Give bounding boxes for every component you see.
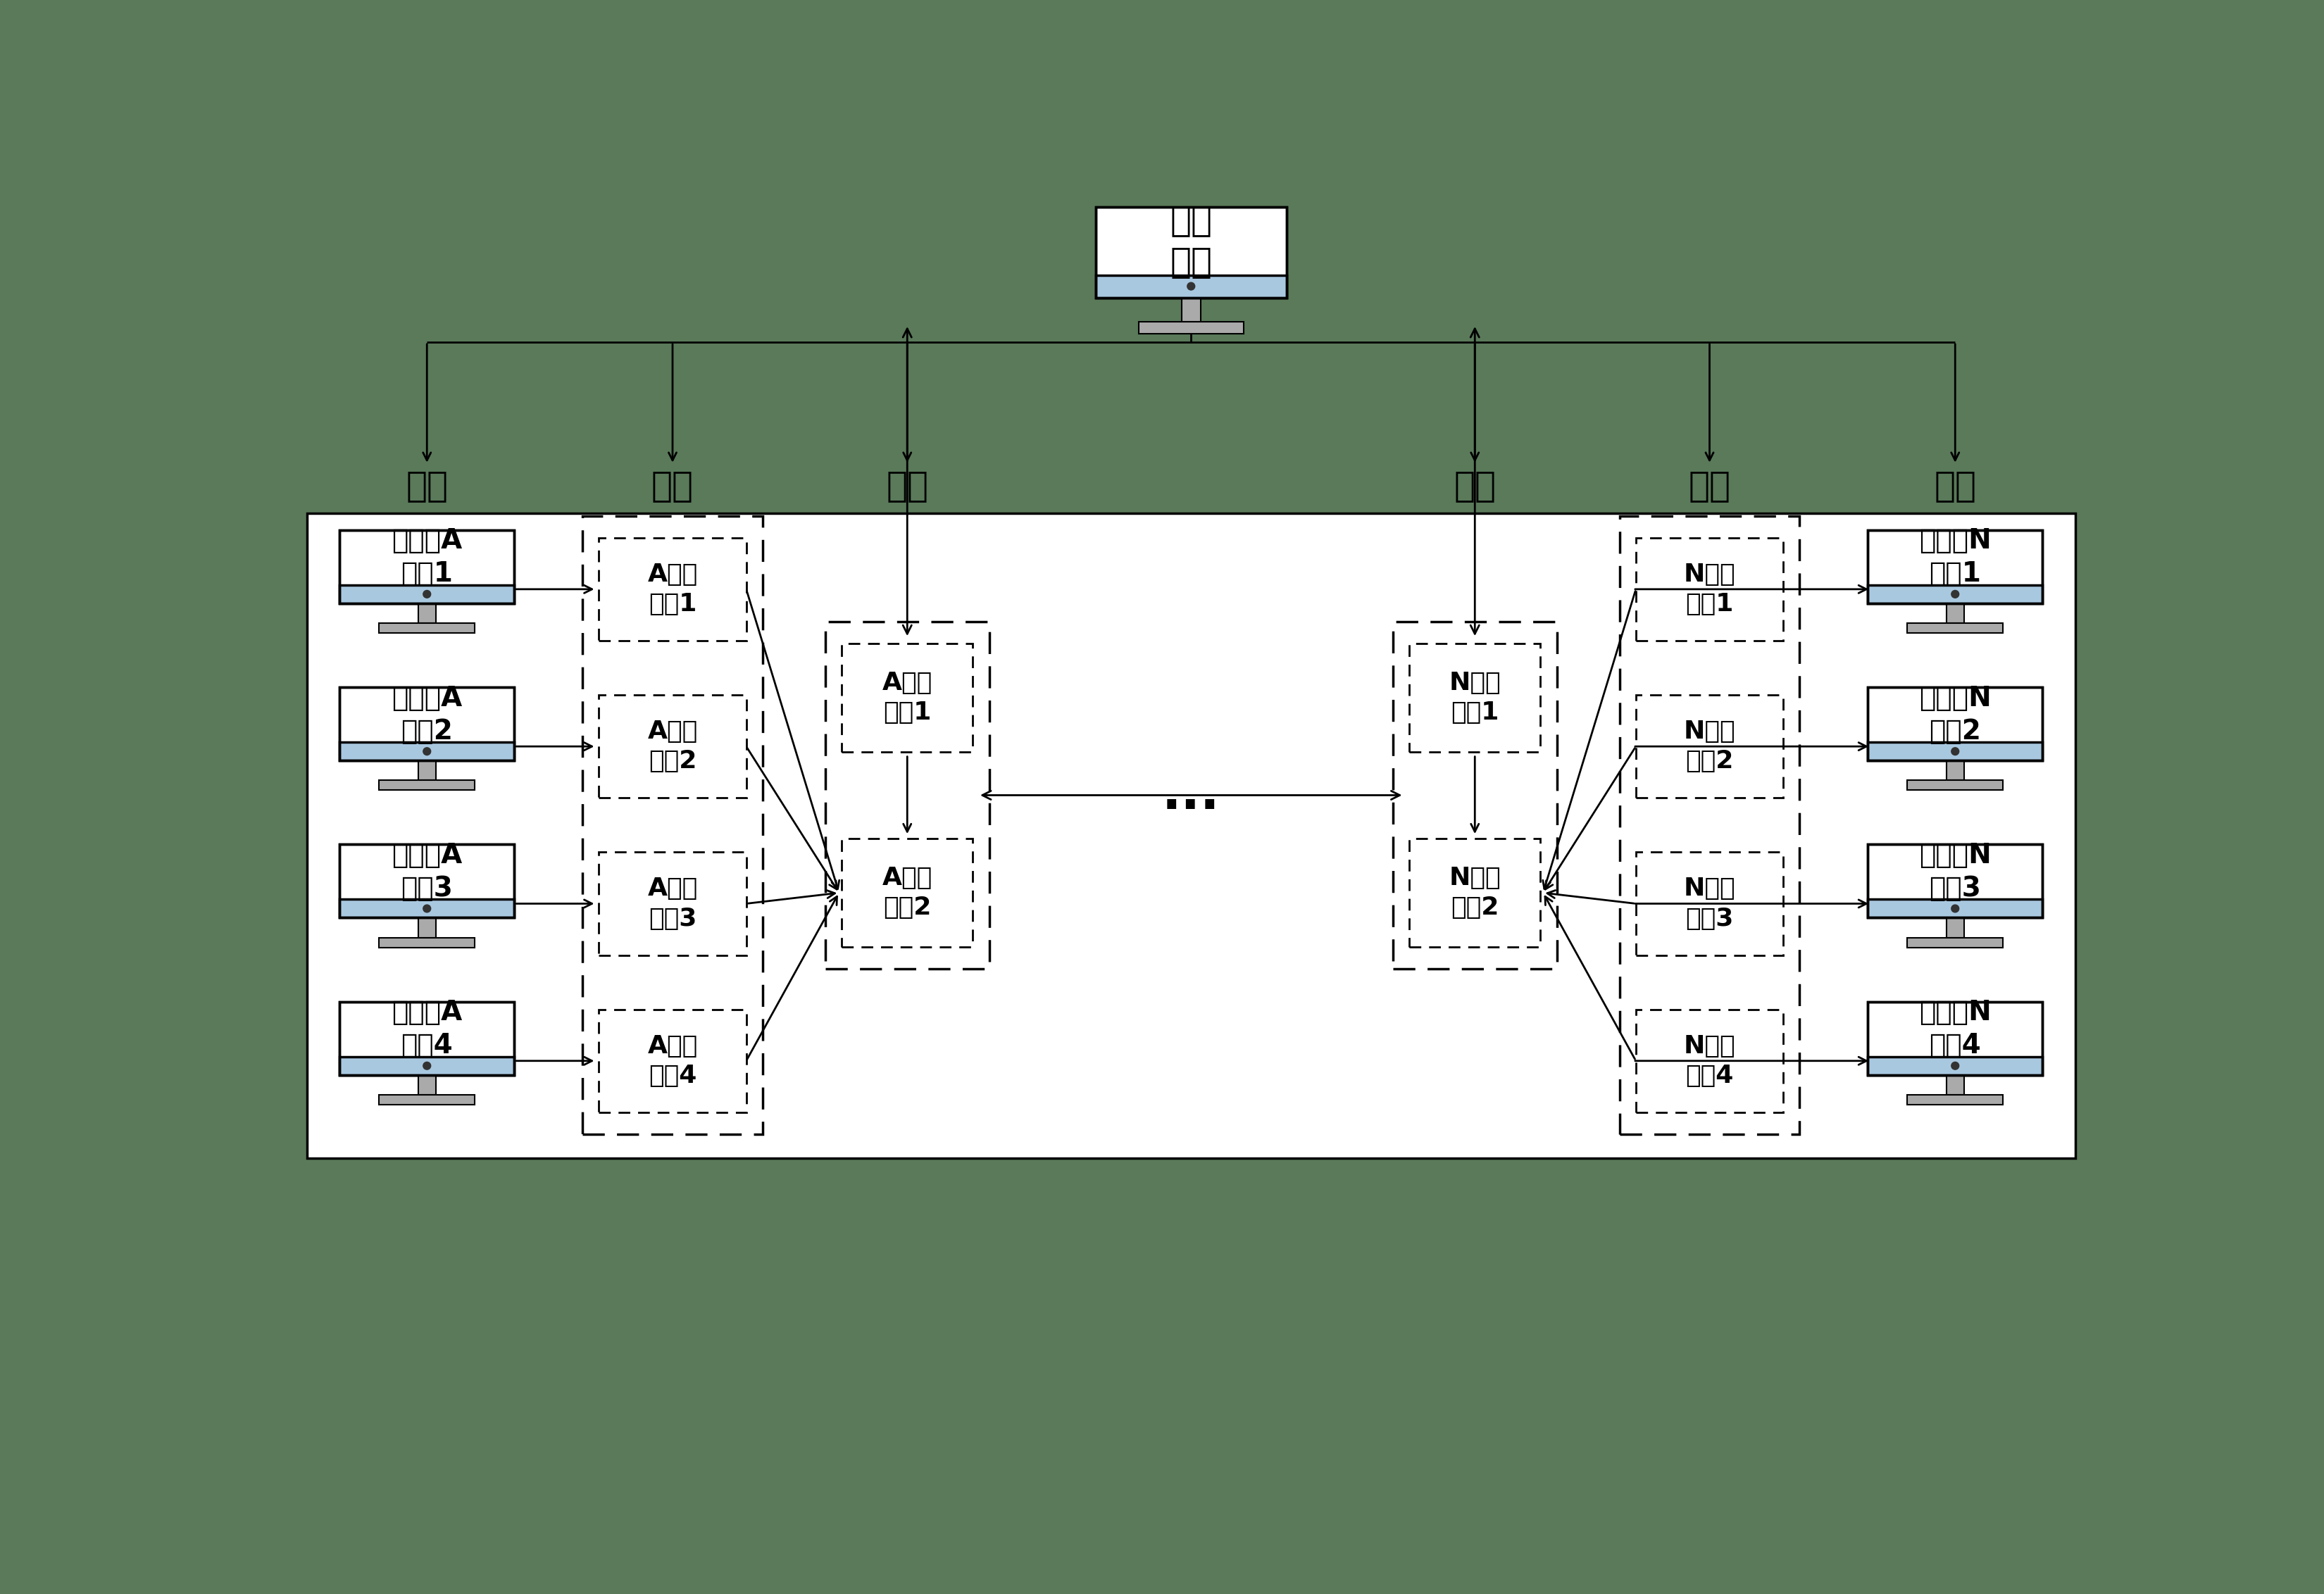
Circle shape xyxy=(1952,905,1959,912)
Text: 节点群A
节点1: 节点群A 节点1 xyxy=(393,528,462,588)
Text: 节点群N
节点4: 节点群N 节点4 xyxy=(1920,999,1992,1058)
Bar xyxy=(1636,695,1783,799)
Text: A副链
区块1: A副链 区块1 xyxy=(648,563,697,615)
Bar xyxy=(600,537,746,641)
Bar xyxy=(1095,207,1287,298)
Bar xyxy=(1392,622,1557,969)
Bar xyxy=(1908,937,2003,947)
Bar xyxy=(1095,276,1287,298)
Text: A主链
区块1: A主链 区块1 xyxy=(883,671,932,724)
Text: 节点群A
节点4: 节点群A 节点4 xyxy=(393,999,462,1058)
Bar xyxy=(379,779,474,791)
Bar xyxy=(600,695,746,799)
Bar xyxy=(1636,1009,1783,1113)
Bar xyxy=(1868,687,2043,760)
Bar xyxy=(1868,899,2043,918)
Bar xyxy=(1408,644,1541,752)
Text: A副链
区块4: A副链 区块4 xyxy=(648,1035,697,1087)
Bar xyxy=(825,622,990,969)
Bar xyxy=(1636,853,1783,955)
Bar xyxy=(1868,1001,2043,1074)
Text: 节点: 节点 xyxy=(407,469,449,504)
Bar xyxy=(600,853,746,955)
Bar xyxy=(339,899,514,918)
Bar xyxy=(583,516,762,1133)
Circle shape xyxy=(423,1062,430,1070)
Bar xyxy=(418,760,435,779)
Bar xyxy=(1868,1057,2043,1074)
Text: 副链: 副链 xyxy=(1690,469,1731,504)
Bar xyxy=(1948,760,1964,779)
Text: N副链
区块2: N副链 区块2 xyxy=(1683,719,1736,773)
Bar xyxy=(1868,585,2043,603)
Bar xyxy=(379,937,474,947)
Bar xyxy=(1868,845,2043,918)
Bar xyxy=(1095,207,1287,298)
Text: 控制
中心: 控制 中心 xyxy=(1169,204,1213,279)
Text: 节点群N
节点1: 节点群N 节点1 xyxy=(1920,528,1992,588)
Bar xyxy=(1636,537,1783,641)
Circle shape xyxy=(1952,1062,1959,1070)
Text: N主链
区块1: N主链 区块1 xyxy=(1448,671,1501,724)
Bar xyxy=(1408,838,1541,947)
Bar xyxy=(339,585,514,603)
Bar xyxy=(339,845,514,918)
Bar xyxy=(841,644,974,752)
Bar xyxy=(1868,845,2043,918)
Bar xyxy=(1139,322,1243,335)
Text: N主链
区块2: N主链 区块2 xyxy=(1448,866,1501,920)
Bar xyxy=(1908,623,2003,633)
Bar xyxy=(1948,1074,1964,1095)
Circle shape xyxy=(423,590,430,598)
Bar xyxy=(339,1001,514,1074)
Bar xyxy=(841,838,974,947)
Circle shape xyxy=(423,748,430,756)
Text: 节点群N
节点3: 节点群N 节点3 xyxy=(1920,842,1992,902)
Bar xyxy=(1948,603,1964,623)
Bar xyxy=(1868,529,2043,603)
Bar xyxy=(1868,1001,2043,1074)
Bar xyxy=(418,918,435,937)
Text: A主链
区块2: A主链 区块2 xyxy=(883,866,932,920)
Bar xyxy=(1181,298,1202,322)
Bar xyxy=(339,845,514,918)
Bar xyxy=(600,1009,746,1113)
Text: A副链
区块3: A副链 区块3 xyxy=(648,877,697,931)
Bar xyxy=(339,1057,514,1074)
Bar xyxy=(1948,918,1964,937)
Text: A副链
区块2: A副链 区块2 xyxy=(648,719,697,773)
Text: 节点群A
节点3: 节点群A 节点3 xyxy=(393,842,462,902)
Text: 节点: 节点 xyxy=(1934,469,1975,504)
Text: N副链
区块3: N副链 区块3 xyxy=(1683,877,1736,931)
Circle shape xyxy=(1952,590,1959,598)
Text: 节点群N
节点2: 节点群N 节点2 xyxy=(1920,685,1992,744)
Bar xyxy=(1868,529,2043,603)
Text: 主链: 主链 xyxy=(885,469,927,504)
Bar xyxy=(1868,687,2043,760)
Text: N副链
区块1: N副链 区块1 xyxy=(1683,563,1736,615)
Bar xyxy=(339,1001,514,1074)
Bar xyxy=(1908,779,2003,791)
Bar xyxy=(339,529,514,603)
Bar xyxy=(418,1074,435,1095)
Bar xyxy=(379,1095,474,1105)
Text: N副链
区块4: N副链 区块4 xyxy=(1683,1035,1736,1087)
Bar xyxy=(418,603,435,623)
Circle shape xyxy=(1188,282,1195,290)
Bar xyxy=(1620,516,1799,1133)
Text: ...: ... xyxy=(1162,771,1220,819)
Bar xyxy=(339,743,514,760)
Bar xyxy=(379,623,474,633)
Circle shape xyxy=(423,905,430,912)
Bar xyxy=(1908,1095,2003,1105)
Bar xyxy=(339,529,514,603)
Bar xyxy=(339,687,514,760)
Bar xyxy=(339,687,514,760)
Text: 主链: 主链 xyxy=(1455,469,1497,504)
Bar xyxy=(307,513,2075,1159)
Bar xyxy=(1868,743,2043,760)
Text: 副链: 副链 xyxy=(651,469,693,504)
Text: 节点群A
节点2: 节点群A 节点2 xyxy=(393,685,462,744)
Circle shape xyxy=(1952,748,1959,756)
